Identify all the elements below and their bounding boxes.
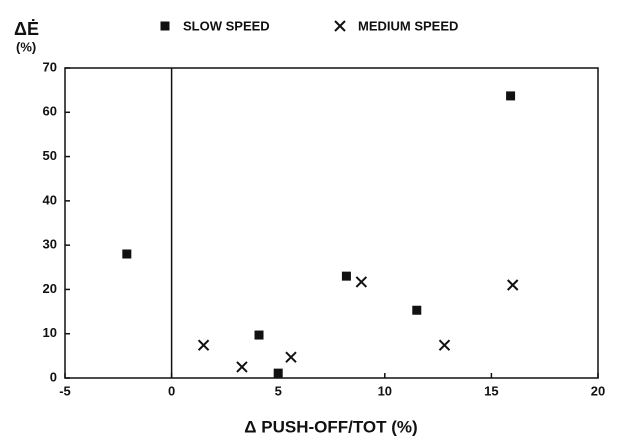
legend-label: SLOW SPEED [183,18,270,33]
point [355,276,368,288]
x-tick-label: 15 [484,383,498,398]
y-tick-label: 40 [43,192,57,207]
y-tick-label: 30 [43,237,57,252]
point [236,361,248,373]
y-tick-label: 50 [43,148,57,163]
point [122,249,132,259]
x-tick-label: 10 [378,383,392,398]
legend-marker [334,20,346,32]
y-tick-label: 20 [43,281,57,296]
x-tick-label: -5 [59,383,71,398]
point [254,330,264,340]
y-tick-label: 0 [50,369,57,384]
point [507,279,519,291]
legend-label: MEDIUM SPEED [358,18,458,33]
plot-frame [64,67,599,379]
y-tick-label: 60 [43,104,57,119]
x-tick-label: 0 [168,383,175,398]
point [197,339,210,351]
legend-marker [160,21,170,31]
point [273,368,283,378]
x-axis-label: Δ PUSH-OFF/TOT (%) [244,417,417,436]
point [438,339,451,351]
y-tick-label: 10 [43,325,57,340]
y-tick-label: 70 [43,59,57,74]
y-axis-label: ΔĖ [14,19,39,39]
x-tick-label: 5 [275,383,282,398]
point [506,91,516,101]
point [285,351,297,363]
x-tick-label: 20 [591,383,605,398]
point [412,305,422,315]
y-axis-unit: (%) [16,39,36,54]
point [341,271,351,281]
